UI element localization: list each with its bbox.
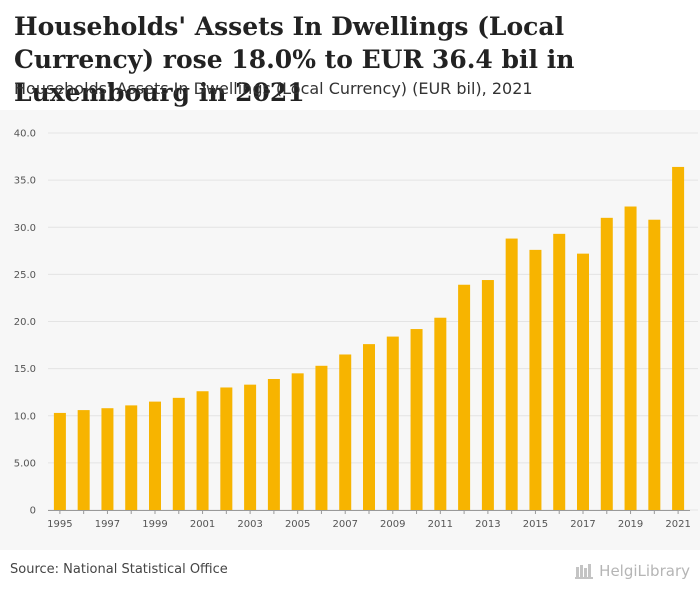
bar-2008[interactable] — [363, 344, 375, 510]
bar-2016[interactable] — [553, 233, 566, 510]
y-tick-label: 30.0 — [14, 223, 36, 234]
x-tick-label: 2013 — [475, 519, 500, 530]
bar-2019[interactable] — [624, 206, 637, 510]
y-tick-label: 25.0 — [14, 270, 36, 281]
x-tick-label: 2001 — [190, 519, 215, 530]
x-tick-label: 2005 — [285, 519, 310, 530]
x-tick-label: 2015 — [523, 519, 548, 530]
bars — [53, 166, 685, 510]
bar-2013[interactable] — [481, 280, 494, 510]
chart-subtitle: Households' Assets In Dwellings (Local C… — [14, 79, 533, 98]
bar-1995[interactable] — [53, 412, 66, 510]
x-tick-label: 2019 — [618, 519, 643, 530]
y-tick-label: 40.0 — [14, 129, 36, 140]
x-tick-label: 2021 — [665, 519, 690, 530]
bar-2021[interactable] — [672, 166, 685, 510]
bar-2003[interactable] — [244, 384, 257, 510]
bar-2004[interactable] — [267, 378, 280, 510]
bar-2015[interactable] — [529, 249, 542, 510]
y-tick-label: 15.0 — [14, 364, 36, 375]
x-axis: 1995 1997 1999 2001 2003 2005 2007 2009 2011 2013… — [47, 510, 691, 530]
y-tick-label: 0 — [30, 506, 36, 517]
x-tick-label: 2017 — [570, 519, 595, 530]
bar-2005[interactable] — [291, 373, 304, 510]
bar-2018[interactable] — [600, 217, 613, 510]
y-tick-label: 5.00 — [14, 458, 36, 469]
bar-2020[interactable] — [648, 219, 661, 510]
x-tick-label: 1995 — [47, 519, 72, 530]
x-tick-label: 1997 — [95, 519, 120, 530]
source-note: Source: National Statistical Office — [10, 562, 228, 577]
y-tick-label: 20.0 — [14, 317, 36, 328]
logo-text: HelgiLibrary — [599, 562, 690, 580]
bar-1996[interactable] — [77, 410, 90, 510]
x-tick-label: 2007 — [332, 519, 357, 530]
bar-2011[interactable] — [434, 317, 447, 510]
bar-1999[interactable] — [149, 401, 161, 510]
bar-2014[interactable] — [505, 238, 518, 510]
y-tick-label: 10.0 — [14, 411, 36, 422]
x-tick-label: 1999 — [142, 519, 167, 530]
bar-1997[interactable] — [101, 408, 114, 510]
helgilibrary-logo[interactable]: HelgiLibrary — [575, 562, 690, 580]
x-tick-label: 2003 — [237, 519, 262, 530]
chart-title: Households' Assets In Dwellings (Local C… — [14, 12, 575, 107]
bar-2006[interactable] — [315, 365, 328, 510]
bar-2000[interactable] — [172, 397, 185, 510]
x-tick-label: 2009 — [380, 519, 405, 530]
bar-2009[interactable] — [386, 336, 399, 510]
x-tick-label: 2011 — [428, 519, 453, 530]
library-icon — [575, 564, 594, 579]
bar-2010[interactable] — [410, 329, 423, 510]
y-tick-label: 35.0 — [14, 176, 36, 187]
bar-2001[interactable] — [196, 391, 209, 510]
bar-2017[interactable] — [577, 253, 589, 510]
y-axis-ticks: 0 5.00 10.0 15.0 20.0 25.0 30.0 35.0 40.0 — [14, 129, 36, 517]
bar-1998[interactable] — [125, 405, 138, 510]
bar-2002[interactable] — [220, 387, 233, 510]
bar-2012[interactable] — [458, 284, 471, 510]
bar-2007[interactable] — [339, 354, 352, 510]
